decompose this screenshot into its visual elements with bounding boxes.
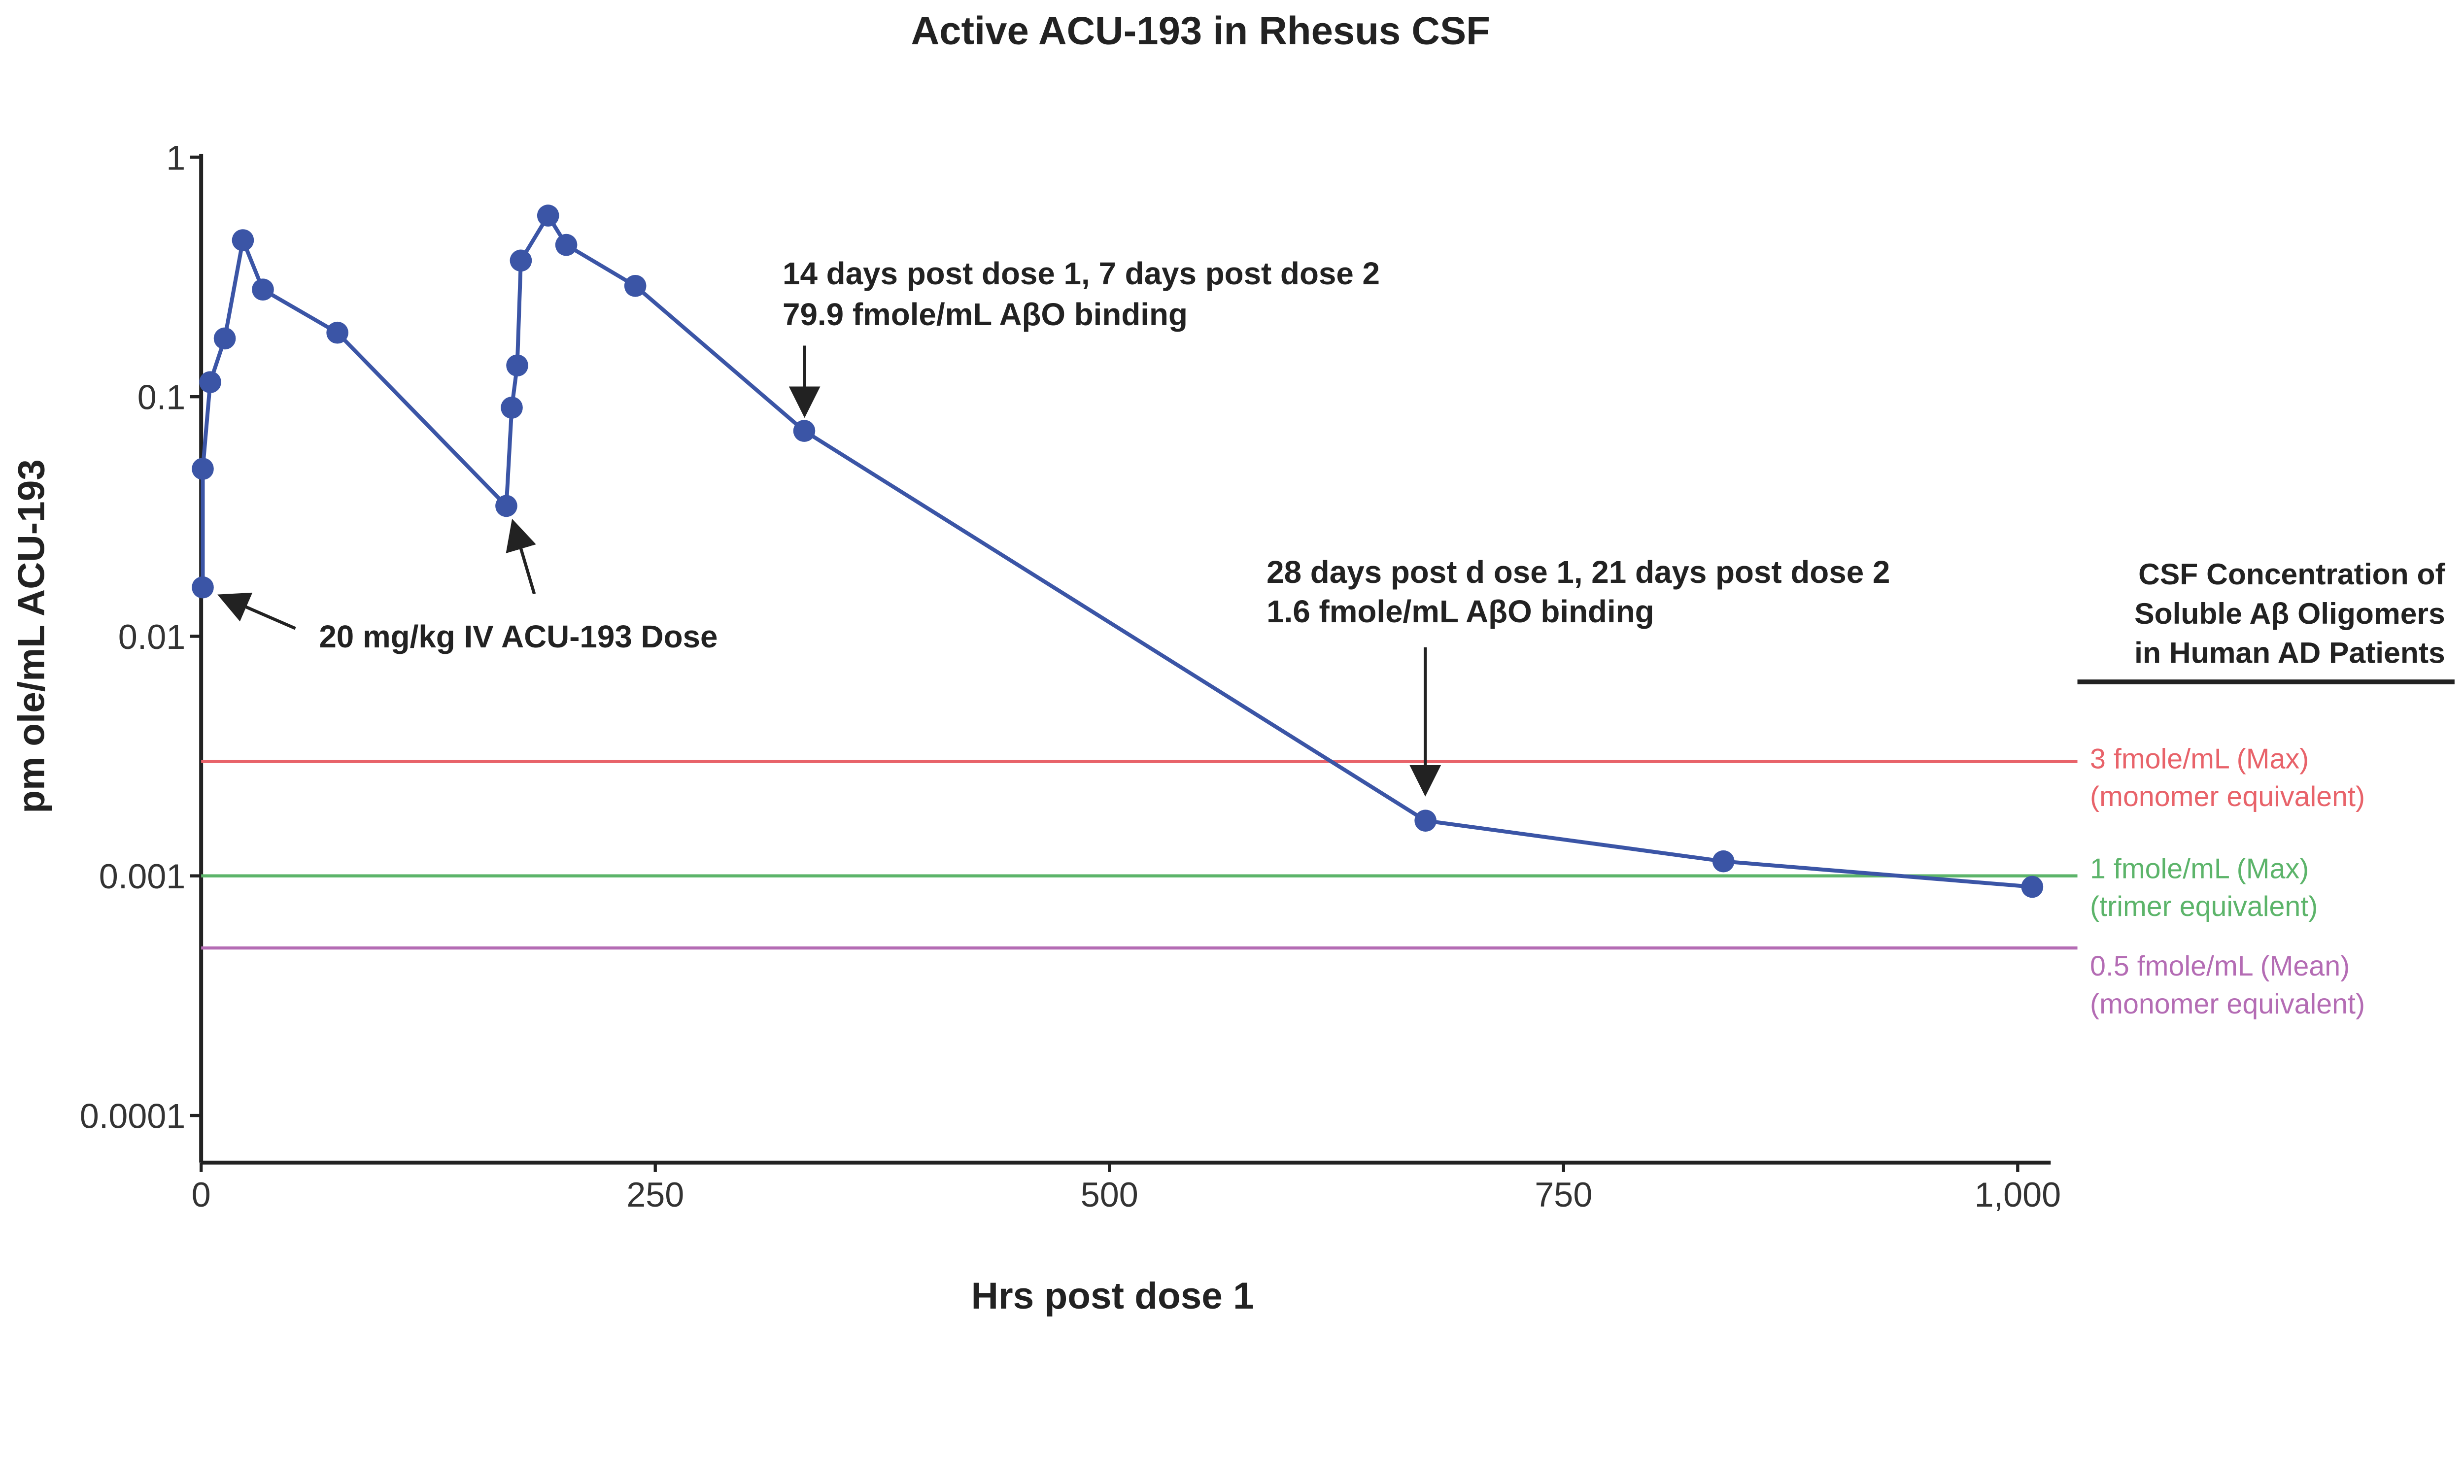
arrow-icon [506, 518, 536, 595]
data-point [192, 458, 214, 480]
x-tick-label: 0 [192, 1175, 211, 1214]
chart-title: Active ACU-193 in Rhesus CSF [911, 8, 1490, 52]
reference-title-2: Soluble Aβ Oligomers [2134, 597, 2445, 630]
data-point [555, 234, 578, 256]
data-point [232, 229, 254, 251]
data-point [199, 371, 221, 393]
annotation-text: 20 mg/kg IV ACU-193 Dose [319, 619, 718, 654]
data-point [495, 495, 517, 517]
data-point [192, 576, 214, 599]
data-point [2021, 876, 2044, 898]
data-point [501, 397, 523, 419]
y-tick-label: 0.1 [137, 378, 186, 417]
data-point [506, 354, 528, 377]
x-axis-label: Hrs post dose 1 [971, 1275, 1254, 1317]
y-tick-label: 1 [166, 138, 185, 177]
data-point [1712, 850, 1735, 873]
x-tick-label: 250 [626, 1175, 684, 1214]
annotation-text: 28 days post d ose 1, 21 days post dose … [1266, 554, 1890, 590]
annotation-text: 1.6 fmole/mL AβO binding [1266, 594, 1654, 629]
x-tick-label: 750 [1535, 1175, 1592, 1214]
reference-title-3: in Human AD Patients [2134, 636, 2445, 670]
reference-label: (monomer equivalent) [2090, 781, 2365, 812]
data-point [1414, 809, 1437, 832]
x-tick-label: 1,000 [1975, 1175, 2061, 1214]
reference-label: (trimer equivalent) [2090, 891, 2318, 922]
y-tick-label: 0.001 [99, 857, 186, 896]
data-point [537, 204, 559, 227]
reference-label: 0.5 fmole/mL (Mean) [2090, 950, 2350, 982]
data-point [252, 278, 274, 301]
reference-label: (monomer equivalent) [2090, 988, 2365, 1020]
chart: Active ACU-193 in Rhesus CSF Hrs post do… [10, 8, 2455, 1317]
data-point [213, 327, 236, 350]
x-tick-label: 500 [1081, 1175, 1138, 1214]
y-axis-label: pm ole/mL ACU-193 [10, 459, 52, 813]
arrow-icon [217, 592, 296, 630]
reference-title-1: CSF Concentration of [2138, 557, 2445, 591]
data-point [510, 249, 532, 272]
annotation-text: 79.9 fmole/mL AβO binding [783, 297, 1188, 332]
reference-label: 1 fmole/mL (Max) [2090, 853, 2309, 885]
data-point [624, 274, 647, 297]
reference-label: 3 fmole/mL (Max) [2090, 743, 2309, 775]
y-tick-label: 0.01 [118, 617, 186, 656]
data-point [326, 321, 348, 344]
annotation-text: 14 days post dose 1, 7 days post dose 2 [783, 256, 1380, 291]
y-tick-label: 0.0001 [80, 1097, 186, 1136]
data-point [793, 420, 816, 442]
